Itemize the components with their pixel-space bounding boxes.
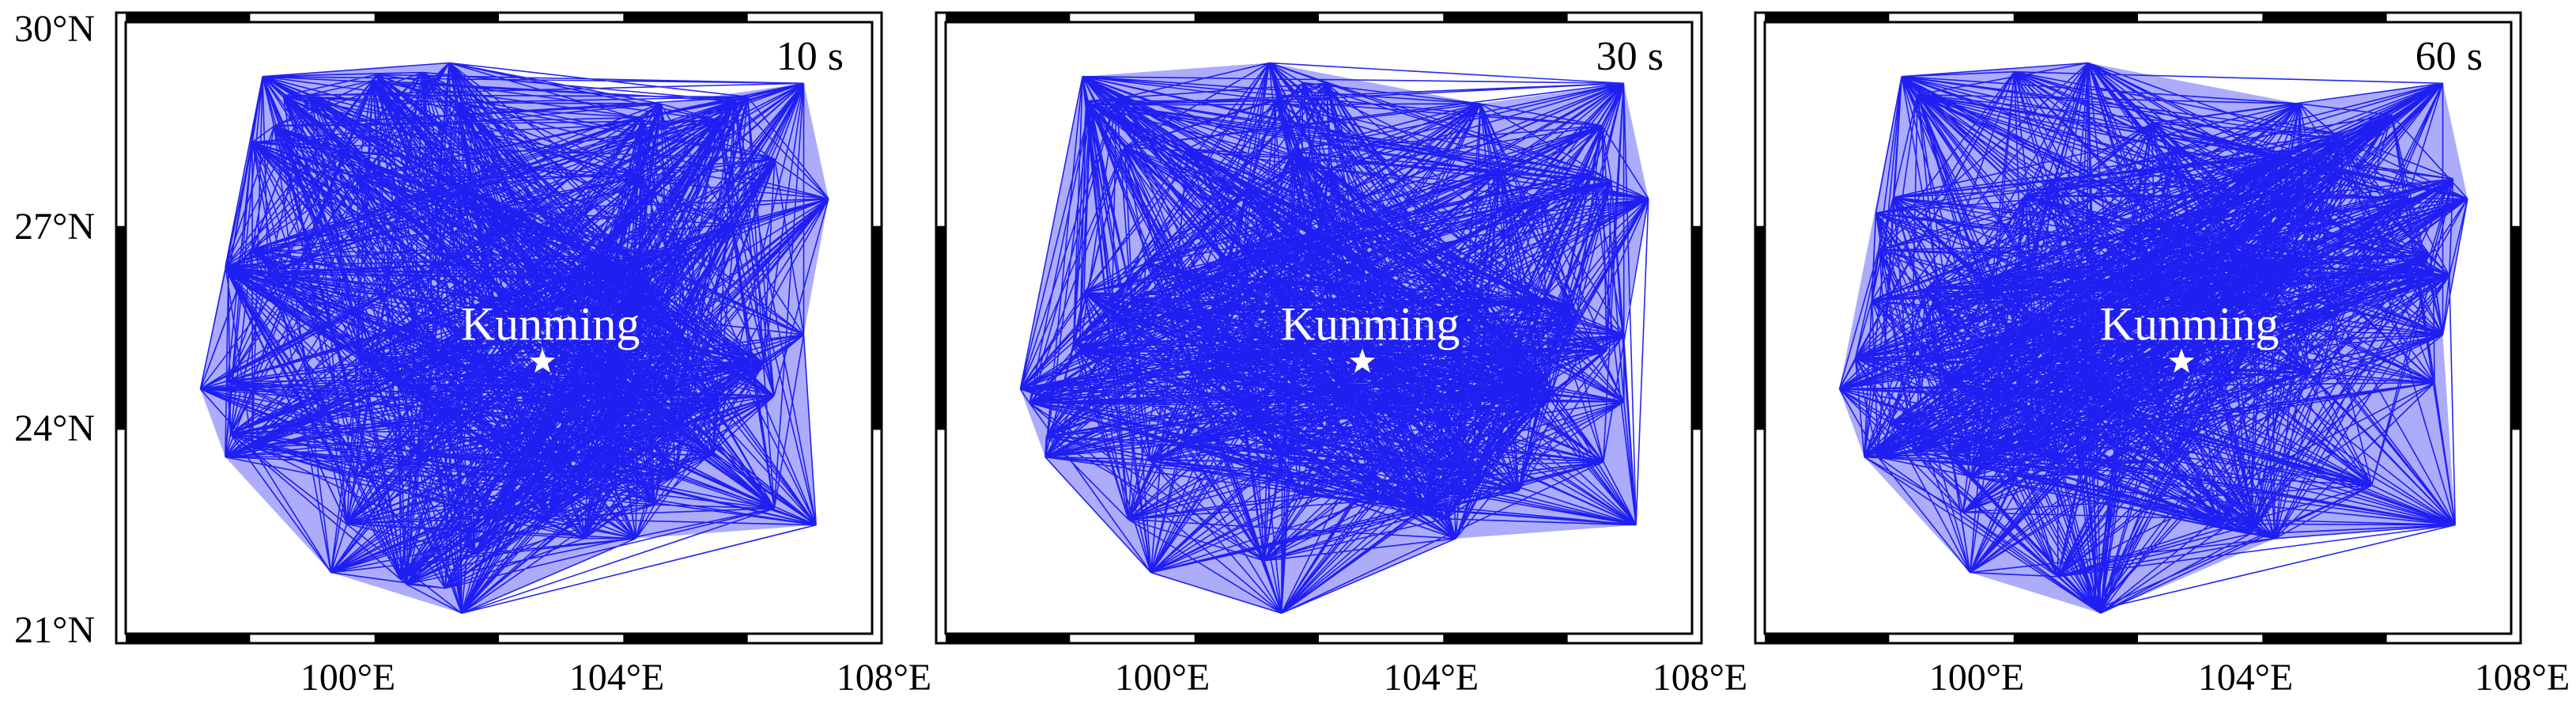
y-tick-label-30: 30°N (14, 8, 95, 50)
ray-path-bundle (1019, 62, 1649, 614)
period-label: 30 s (1596, 34, 1664, 79)
ray-path-bundle (199, 62, 829, 614)
map-frame-checker (116, 13, 882, 643)
x-tick-label-p1-104: 104°E (569, 657, 665, 699)
x-tick-label-p3-104: 104°E (2198, 657, 2294, 699)
x-tick-label-p2-100: 100°E (1115, 657, 1211, 699)
period-label: 60 s (2415, 34, 2483, 79)
y-tick-label-24: 24°N (14, 407, 95, 449)
ray-path-bundle (1838, 62, 2468, 614)
city-label: Kunming (461, 297, 640, 350)
map-panel-2: 30 s Kunming (935, 11, 1703, 645)
map-panel-1: 10 s Kunming (115, 11, 883, 645)
city-star-icon (2168, 348, 2195, 373)
panels-layer: 10 s Kunming 30 s Kunming 60 s Kunming (115, 11, 2522, 645)
x-tick-label-p3-108: 108°E (2475, 657, 2570, 699)
city-star-icon (529, 348, 556, 373)
period-label: 10 s (776, 34, 844, 79)
longitude-axis: 100°E 104°E 108°E 100°E 104°E 108°E 100°… (300, 657, 2570, 699)
ray-paths (199, 62, 829, 614)
ray-coverage-area (200, 62, 829, 614)
ray-coverage-area (1839, 62, 2468, 614)
x-tick-label-p1-108: 108°E (837, 657, 932, 699)
ray-paths (1019, 62, 1649, 614)
city-label: Kunming (1281, 297, 1460, 350)
y-tick-label-21: 21°N (14, 609, 95, 651)
x-tick-label-p3-100: 100°E (1929, 657, 2025, 699)
map-frame-checker (936, 13, 1702, 643)
y-tick-label-27: 27°N (14, 206, 95, 248)
ray-paths (1838, 62, 2468, 614)
city-star-icon (1349, 348, 1376, 373)
city-label: Kunming (2100, 297, 2279, 350)
latitude-axis: 30°N 27°N 24°N 21°N (14, 8, 95, 651)
x-tick-label-p2-108: 108°E (1652, 657, 1748, 699)
x-tick-label-p2-104: 104°E (1384, 657, 1479, 699)
map-frame-checker (1755, 13, 2521, 643)
x-tick-label-p1-100: 100°E (300, 657, 396, 699)
map-panel-3: 60 s Kunming (1754, 11, 2522, 645)
ray-coverage-area (1020, 62, 1649, 614)
